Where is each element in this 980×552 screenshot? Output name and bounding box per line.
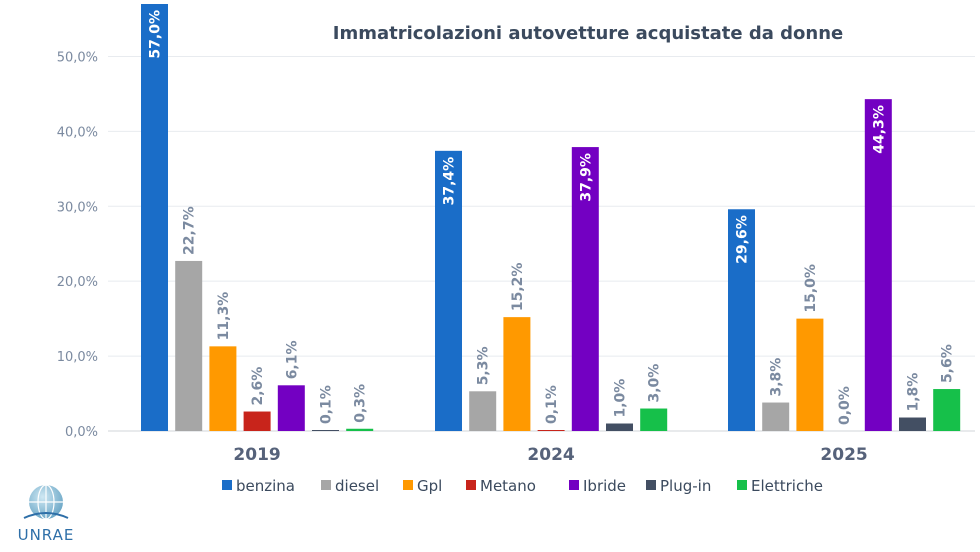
logo-text: UNRAE (18, 526, 75, 544)
data-label: 15,0% (803, 264, 819, 313)
y-tick-label: 50,0% (57, 50, 98, 65)
data-label: 0,3% (353, 384, 369, 423)
grid-layer: 0,0% 10,0% 20,0% 30,0% 40,0% 50,0% (57, 50, 975, 440)
y-tick-label: 10,0% (57, 350, 98, 365)
data-label: 0,1% (544, 385, 560, 424)
bar-ibride-2019 (277, 385, 305, 431)
legend-label-benzina: benzina (236, 477, 295, 495)
data-label: 22,7% (182, 206, 198, 255)
bar-benzina-2019 (141, 4, 168, 431)
chart-title: Immatricolazioni autovetture acquistate … (333, 23, 844, 44)
y-tick-label: 40,0% (57, 125, 98, 140)
legend-swatch-elettriche (737, 480, 747, 490)
data-label: 0,0% (837, 386, 853, 425)
bar-elettriche-2019 (346, 428, 374, 431)
bar-benzina-2025 (728, 209, 755, 431)
unrae-logo: UNRAE (10, 482, 86, 546)
bar-ibride-2024 (571, 147, 599, 431)
data-label: 3,8% (769, 358, 785, 397)
legend-label-plug-in: Plug-in (660, 477, 711, 495)
data-label: 1,0% (613, 379, 629, 418)
x-category-label: 2019 (233, 445, 280, 465)
data-label: 44,3% (871, 105, 887, 154)
bar-gpl-2019 (209, 346, 237, 431)
bar-diesel-2024 (469, 391, 497, 431)
data-label: 37,9% (578, 153, 594, 202)
data-label: 5,3% (476, 346, 492, 385)
bar-ibride-2025 (864, 99, 892, 431)
data-label: 1,8% (906, 373, 922, 412)
data-label: 37,4% (442, 157, 458, 206)
bar-diesel-2019 (175, 260, 203, 431)
y-tick-label: 20,0% (57, 275, 98, 290)
x-axis-categories: 2019 2024 2025 (233, 445, 867, 465)
legend-label-elettriche: Elettriche (751, 477, 823, 495)
bars-layer (141, 4, 961, 431)
data-label: 6,1% (284, 340, 300, 379)
legend-swatch-gpl (403, 480, 413, 490)
bar-metano-2019 (243, 411, 271, 431)
bar-plug-in-2025 (899, 417, 926, 431)
data-label: 2,6% (250, 367, 266, 406)
legend-swatch-ibride (569, 480, 579, 490)
bar-gpl-2024 (503, 317, 531, 431)
data-label: 15,2% (510, 263, 526, 312)
data-label: 0,1% (319, 385, 335, 424)
legend-swatch-plug-in (646, 480, 656, 490)
y-tick-label: 0,0% (65, 425, 98, 440)
legend-swatch-diesel (321, 480, 331, 490)
legend-label-metano: Metano (480, 477, 536, 495)
legend-label-ibride: Ibride (583, 477, 626, 495)
bar-metano-2024 (537, 430, 565, 431)
legend-swatch-benzina (222, 480, 232, 490)
data-label: 3,0% (647, 364, 663, 403)
legend: benzina diesel Gpl Metano Ibride Plug-in Elett… (222, 477, 823, 495)
bar-elettriche-2024 (640, 408, 668, 431)
legend-label-diesel: diesel (335, 477, 379, 495)
legend-label-gpl: Gpl (417, 477, 442, 495)
y-tick-label: 30,0% (57, 200, 98, 215)
bar-plug-in-2024 (606, 423, 633, 431)
data-label: 29,6% (735, 215, 751, 264)
bar-benzina-2024 (435, 150, 462, 431)
data-label: 5,6% (940, 344, 956, 383)
x-category-label: 2025 (820, 445, 867, 465)
bar-plug-in-2019 (312, 430, 339, 431)
data-labels-layer: 57,0% 22,7% 11,3% 2,6% 6,1% 0,1% 0,3% 37,4% 5,3%… (148, 10, 956, 425)
bar-diesel-2025 (762, 402, 790, 431)
data-label: 11,3% (216, 292, 232, 341)
bar-elettriche-2025 (933, 389, 961, 431)
legend-swatch-metano (466, 480, 476, 490)
x-category-label: 2024 (527, 445, 574, 465)
data-label: 57,0% (148, 10, 164, 59)
bar-gpl-2025 (796, 318, 824, 431)
